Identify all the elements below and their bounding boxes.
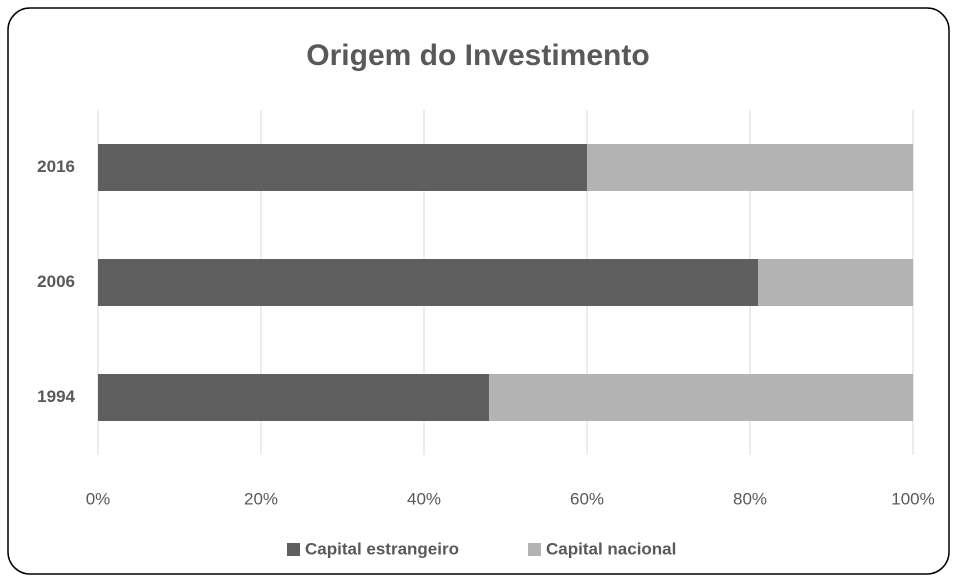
legend-label: Capital estrangeiro <box>305 539 459 558</box>
legend-swatch <box>287 543 300 556</box>
chart-title: Origem do Investimento <box>306 39 649 72</box>
x-tick-label: 40% <box>407 489 441 508</box>
bar-segment <box>98 144 587 191</box>
x-tick-label: 0% <box>86 489 111 508</box>
y-tick-label: 2016 <box>37 157 75 176</box>
legend-label: Capital nacional <box>546 539 676 558</box>
bar-segment <box>587 144 913 191</box>
x-tick-label: 100% <box>891 489 934 508</box>
bar-segment <box>758 259 913 306</box>
y-tick-label: 2006 <box>37 272 75 291</box>
legend-swatch <box>528 543 541 556</box>
y-tick-label: 1994 <box>37 387 75 406</box>
bar-segment <box>98 374 490 421</box>
x-tick-label: 60% <box>570 489 604 508</box>
bar-segment <box>489 374 913 421</box>
x-tick-label: 20% <box>244 489 278 508</box>
x-tick-label: 80% <box>733 489 767 508</box>
bar-segment <box>98 259 759 306</box>
